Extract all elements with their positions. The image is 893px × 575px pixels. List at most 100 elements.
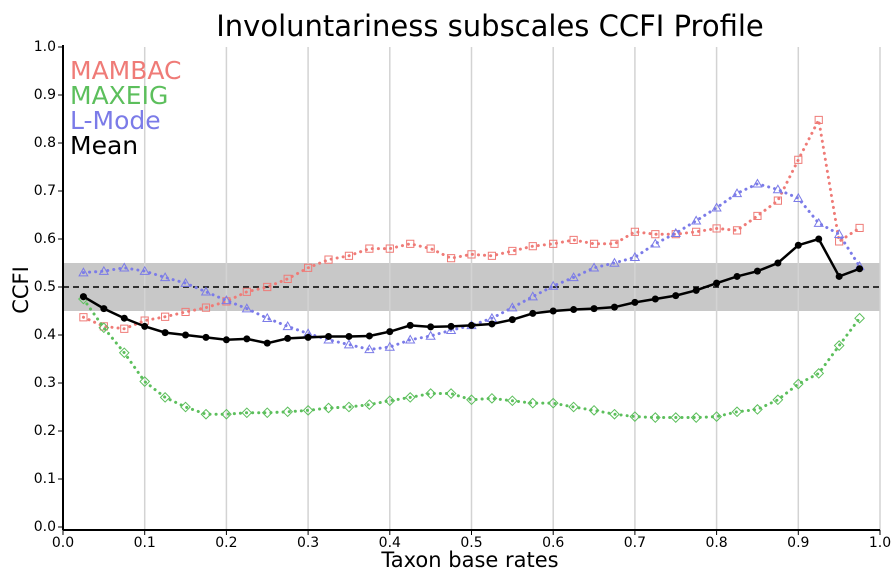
point	[426, 244, 435, 253]
point	[588, 262, 600, 272]
point	[506, 395, 518, 407]
point	[549, 307, 557, 315]
point	[406, 239, 415, 248]
point	[528, 242, 537, 251]
point	[404, 392, 416, 403]
point	[263, 282, 272, 292]
point	[753, 211, 762, 221]
point	[753, 267, 761, 275]
point	[243, 335, 251, 343]
point	[610, 239, 619, 248]
point	[445, 324, 457, 334]
point	[284, 334, 292, 342]
point	[713, 279, 721, 287]
point	[835, 272, 843, 280]
y-tick-label: 1.0	[34, 39, 56, 55]
legend-entry: MAMBAC	[70, 56, 182, 85]
point	[222, 336, 230, 344]
point	[385, 244, 394, 253]
x-tick-label: 0.3	[297, 535, 319, 551]
point	[283, 274, 292, 283]
point	[119, 262, 130, 272]
point	[427, 323, 435, 331]
point	[200, 286, 212, 296]
point	[241, 303, 253, 313]
point	[731, 406, 743, 418]
x-tick-label: 0.5	[460, 535, 482, 551]
point	[365, 244, 374, 253]
chart-title: Involuntariness subscales CCFI Profile	[216, 9, 764, 43]
point	[141, 322, 149, 330]
y-tick-label: 0.7	[34, 183, 56, 199]
point	[242, 287, 251, 296]
point	[609, 257, 620, 267]
point	[589, 239, 599, 248]
point	[180, 277, 191, 287]
point	[344, 251, 354, 260]
point	[202, 333, 210, 341]
point	[120, 324, 129, 333]
point	[610, 303, 618, 311]
point	[364, 344, 375, 354]
point	[282, 406, 294, 418]
point	[772, 394, 784, 406]
point	[261, 407, 273, 419]
point	[363, 399, 375, 410]
point	[445, 388, 457, 399]
point	[343, 339, 355, 349]
point	[855, 223, 864, 233]
y-tick-label: 0.9	[34, 87, 56, 103]
point	[446, 254, 456, 263]
point	[99, 322, 108, 331]
point	[302, 404, 314, 416]
point	[568, 272, 579, 282]
point	[508, 246, 517, 256]
point	[486, 392, 498, 404]
point	[139, 265, 150, 275]
x-tick-label: 0.6	[542, 535, 564, 551]
series-line	[81, 297, 862, 420]
point	[712, 224, 721, 233]
point	[752, 404, 763, 415]
point	[711, 202, 722, 212]
y-tick-label: 0.3	[34, 375, 56, 391]
x-tick-label: 0.1	[134, 535, 156, 551]
y-tick-label: 0.5	[34, 279, 56, 295]
point	[527, 397, 539, 409]
point	[527, 291, 538, 301]
point	[120, 314, 128, 322]
point	[365, 332, 373, 340]
point	[161, 329, 169, 337]
point	[670, 227, 681, 237]
point	[854, 312, 865, 324]
x-axis-label: Taxon base rates	[380, 548, 558, 571]
point	[568, 401, 580, 413]
point	[670, 412, 682, 423]
point	[466, 394, 477, 406]
point	[221, 408, 232, 420]
point	[100, 305, 108, 313]
point	[549, 239, 558, 248]
point	[405, 334, 416, 344]
y-tick-label: 0.2	[34, 423, 56, 439]
point	[181, 307, 190, 317]
point	[833, 340, 845, 351]
point	[815, 235, 823, 243]
point	[711, 411, 722, 422]
point	[650, 238, 661, 248]
point	[794, 155, 803, 164]
point	[98, 322, 110, 334]
point	[507, 302, 518, 312]
point	[425, 330, 436, 340]
y-tick-label: 0.1	[34, 471, 56, 487]
point	[221, 295, 232, 305]
point	[386, 328, 394, 336]
legend-entry: Mean	[70, 131, 138, 160]
point	[547, 397, 559, 409]
point	[263, 339, 271, 347]
point	[774, 259, 782, 267]
point	[488, 320, 496, 328]
point	[609, 408, 620, 420]
point	[98, 265, 110, 275]
point	[304, 263, 313, 272]
